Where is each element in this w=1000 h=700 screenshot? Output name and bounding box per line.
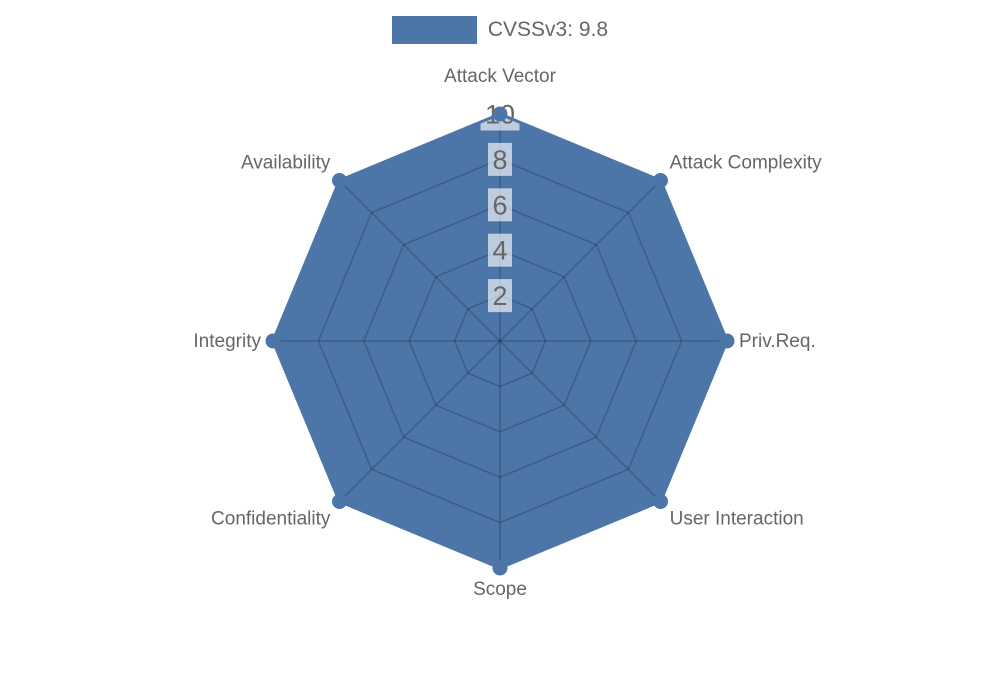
tick-backdrop-6 xyxy=(488,188,512,222)
radar-area[interactable] xyxy=(273,114,727,568)
tick-backdrop-2 xyxy=(488,279,512,313)
axis-spoke-confidentiality xyxy=(338,340,501,503)
tick-label-2: 2 xyxy=(492,281,507,311)
tick-label-6: 6 xyxy=(492,190,507,220)
data-point-priv-req[interactable] xyxy=(719,333,735,349)
legend-swatch-icon xyxy=(391,16,477,44)
data-point-attack-vector[interactable] xyxy=(492,106,508,122)
legend-label: CVSSv3: 9.8 xyxy=(487,18,609,41)
data-point-integrity[interactable] xyxy=(265,333,281,349)
axis-label-confidentiality: Confidentiality xyxy=(211,509,331,530)
axis-spoke-user-interaction xyxy=(499,340,662,503)
data-point-attack-complexity[interactable] xyxy=(653,173,668,188)
axis-label-attack-complexity: Attack Complexity xyxy=(670,152,823,173)
data-point-scope[interactable] xyxy=(492,560,508,576)
grid-ring-8 xyxy=(317,158,683,524)
tick-backdrop-4 xyxy=(488,233,512,267)
axis-spoke-availability xyxy=(338,179,501,342)
data-point-availability[interactable] xyxy=(332,173,347,188)
tick-backdrop-8 xyxy=(488,142,512,176)
data-point-confidentiality[interactable] xyxy=(332,494,347,509)
grid-ring-4 xyxy=(408,249,592,433)
data-point-user-interaction[interactable] xyxy=(653,494,668,509)
axis-label-priv-req: Priv.Req. xyxy=(739,331,816,352)
axis-spoke-attack-complexity xyxy=(499,179,662,342)
axis-label-integrity: Integrity xyxy=(193,331,261,352)
grid-ring-2 xyxy=(453,294,547,388)
axis-label-user-interaction: User Interaction xyxy=(670,509,804,530)
tick-label-8: 8 xyxy=(492,145,507,175)
tick-label-4: 4 xyxy=(492,236,507,266)
axis-label-scope: Scope xyxy=(473,579,527,600)
axis-label-attack-vector: Attack Vector xyxy=(444,66,557,87)
legend[interactable]: CVSSv3: 9.8 xyxy=(0,16,1000,44)
axis-label-availability: Availability xyxy=(241,152,331,173)
grid-ring-6 xyxy=(362,203,638,479)
